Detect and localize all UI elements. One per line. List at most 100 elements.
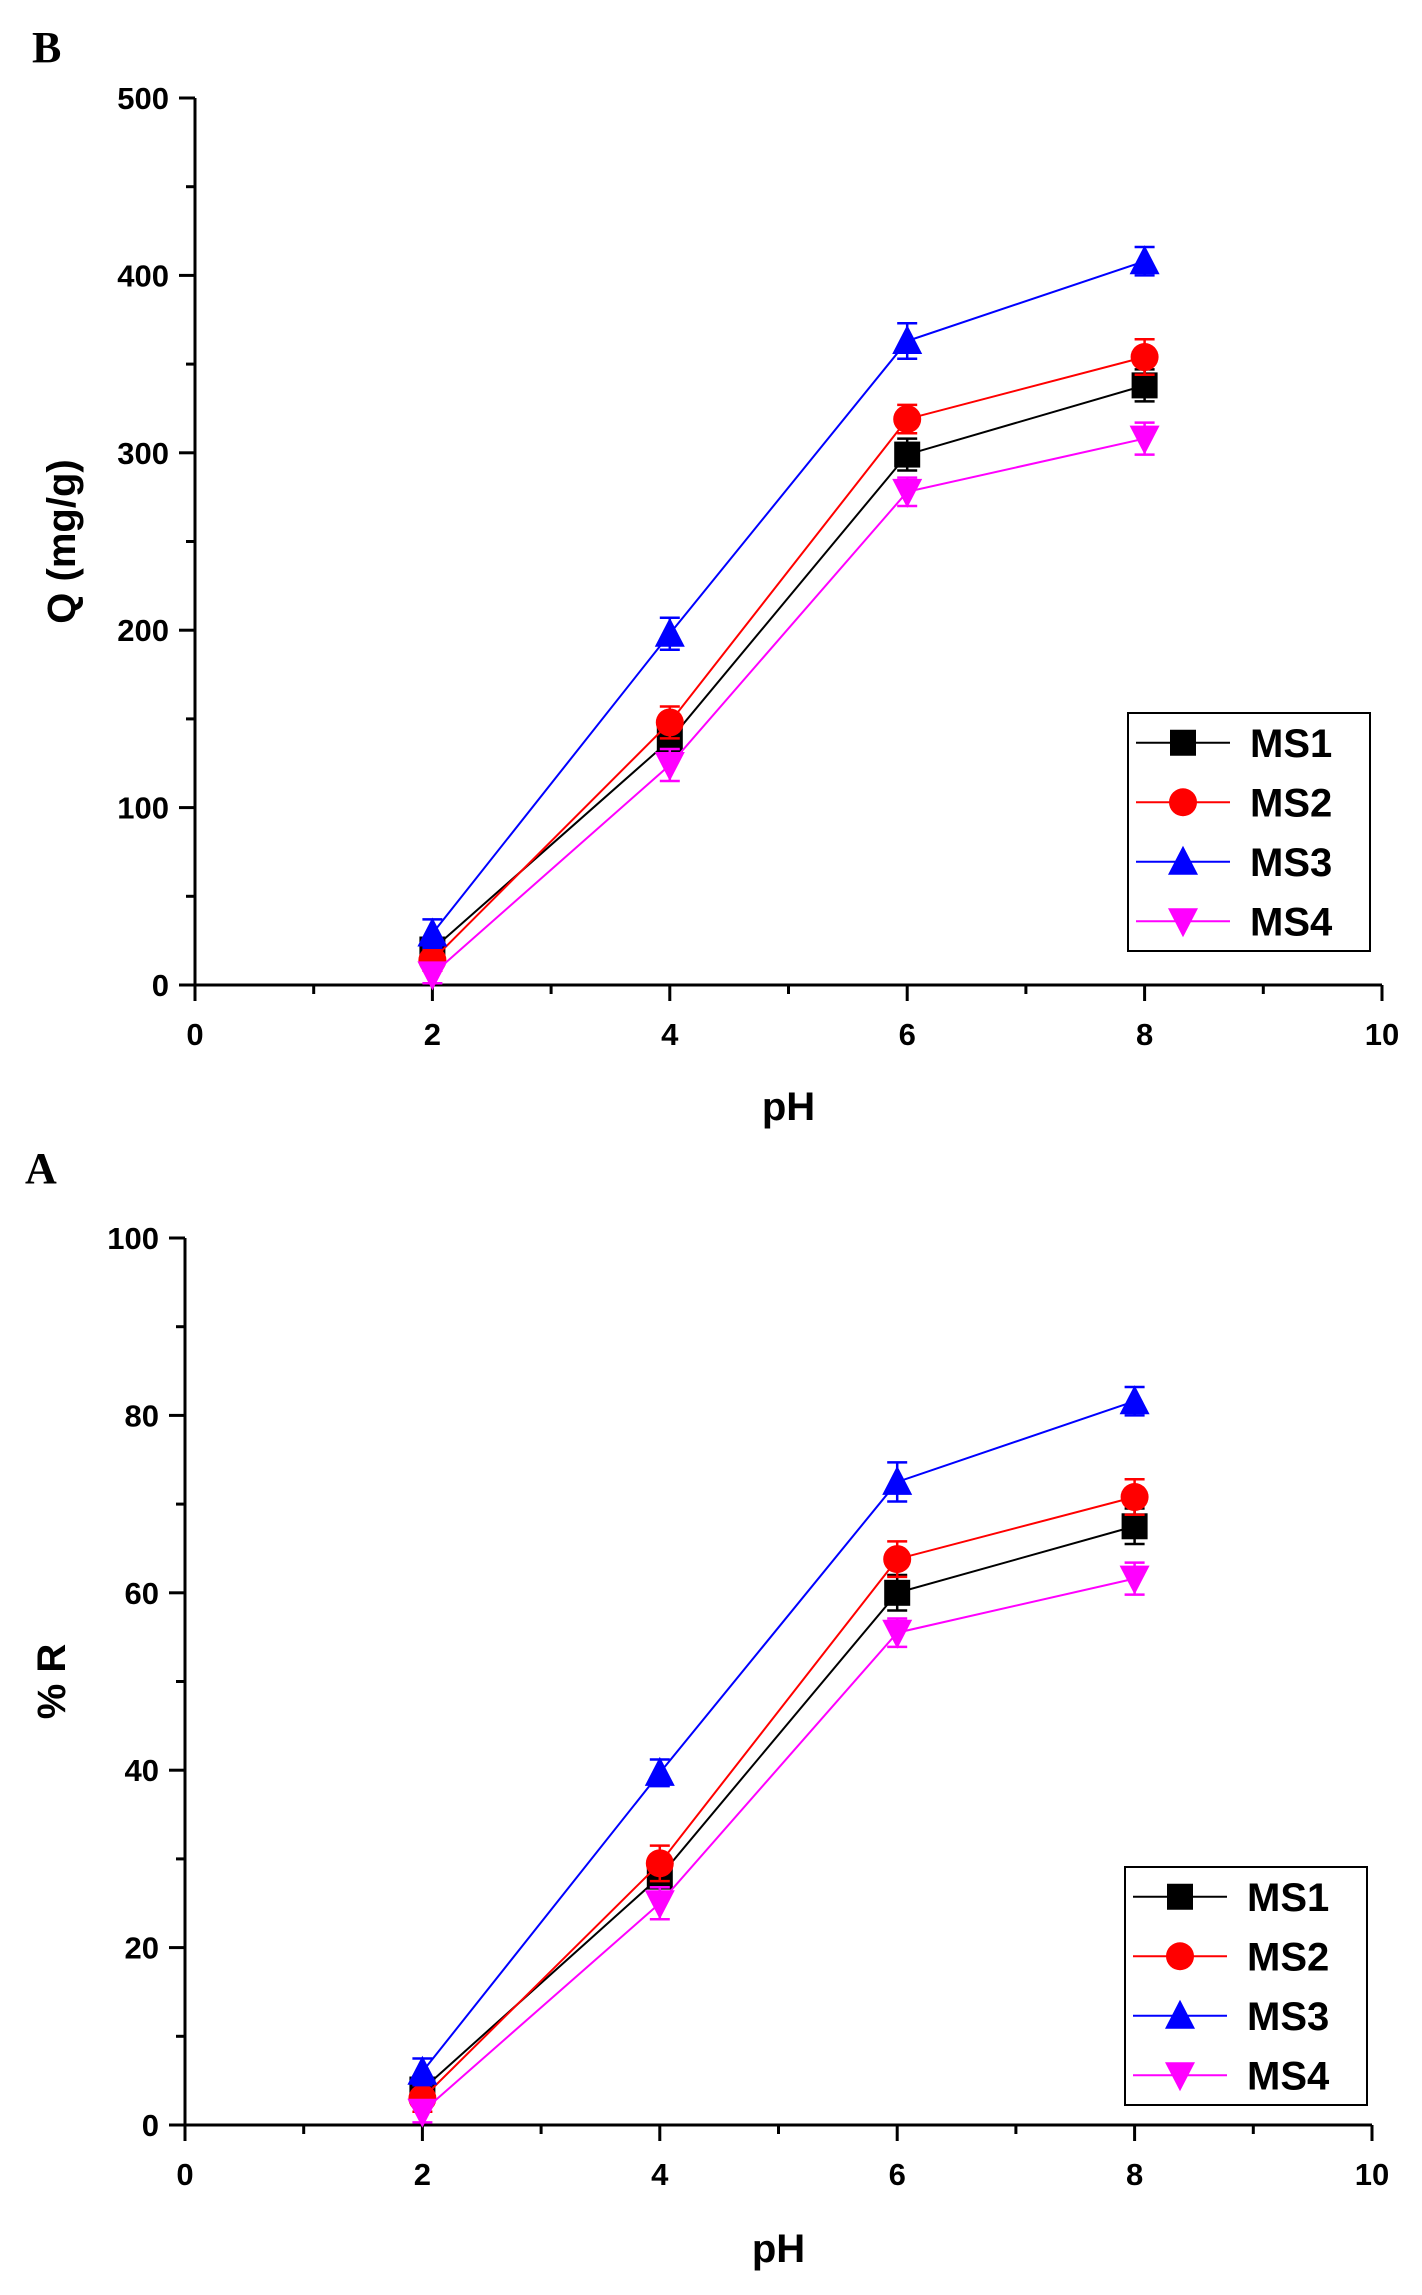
- data-point: [882, 1465, 913, 1495]
- y-tick-label: 0: [142, 2108, 159, 2143]
- data-point: [407, 2098, 438, 2128]
- legend-marker: [1168, 908, 1198, 938]
- series-line: [421, 1577, 1135, 2113]
- legend-marker: [1167, 1883, 1193, 1910]
- y-tick-label: 20: [125, 1931, 159, 1966]
- legend-item-ms2: MS2: [1133, 1935, 1329, 1979]
- x-tick-label: 10: [1355, 2157, 1389, 2192]
- y-tick-label: 0: [152, 968, 169, 1003]
- series-line: [421, 1496, 1135, 2100]
- x-tick-label: 4: [651, 2157, 669, 2192]
- data-point: [644, 1756, 675, 1786]
- y-tick-label: 60: [125, 1576, 159, 1611]
- data-point: [893, 405, 922, 434]
- data-point: [1130, 343, 1159, 372]
- data-point: [1120, 1483, 1149, 1512]
- series-line: [431, 356, 1145, 961]
- y-tick-label: 100: [117, 791, 169, 826]
- series-line: [431, 437, 1145, 976]
- y-tick-label: 80: [125, 1398, 159, 1433]
- legend-item-ms4: MS4: [1133, 2054, 1330, 2098]
- legend-item-ms4: MS4: [1136, 900, 1333, 944]
- legend-item-ms2: MS2: [1136, 781, 1332, 825]
- legend: MS1 MS2 MS3 MS4: [1124, 1866, 1368, 2106]
- series-line: [431, 260, 1145, 935]
- series-line: [431, 384, 1145, 951]
- legend-marker: [1170, 729, 1196, 756]
- data-point: [654, 617, 685, 647]
- legend-marker: [1169, 788, 1197, 817]
- series-ms1: [409, 1507, 1148, 2105]
- series-ms4: [407, 1561, 1150, 2128]
- x-tick-label: 0: [176, 2157, 193, 2192]
- data-point: [882, 1619, 913, 1649]
- data-point: [1129, 425, 1160, 455]
- data-point: [1129, 245, 1160, 275]
- y-tick-label: 500: [117, 81, 169, 116]
- x-tick-label: 2: [424, 1017, 441, 1052]
- data-point: [645, 1849, 674, 1878]
- series-ms4: [417, 421, 1160, 991]
- legend-label: MS4: [1247, 2054, 1330, 2098]
- data-point: [407, 2055, 438, 2085]
- data-point: [644, 1890, 675, 1920]
- data-point: [883, 1545, 912, 1574]
- legend: MS1 MS2 MS3 MS4: [1127, 712, 1371, 952]
- series-ms2: [418, 338, 1159, 975]
- series-line: [421, 1525, 1135, 2091]
- x-axis-title: pH: [752, 2227, 805, 2271]
- data-point: [1121, 1513, 1148, 1540]
- y-tick-label: 100: [107, 1221, 159, 1256]
- legend-box: [1127, 712, 1371, 952]
- legend-item-ms1: MS1: [1136, 722, 1332, 766]
- x-tick-label: 6: [889, 2157, 906, 2192]
- legend-label: MS1: [1247, 1876, 1329, 1920]
- series-line: [421, 1400, 1135, 2073]
- legend-item-ms3: MS3: [1133, 1995, 1329, 2039]
- series-ms3: [407, 1385, 1150, 2087]
- series-ms3: [417, 245, 1160, 949]
- legend-label: MS2: [1250, 781, 1332, 825]
- series-ms1: [419, 368, 1158, 963]
- legend-marker: [1165, 2062, 1195, 2092]
- panel-letter: A: [25, 1144, 57, 1193]
- x-tick-label: 4: [661, 1017, 679, 1052]
- legend-marker: [1165, 1999, 1195, 2029]
- y-axis-title: Q (mg/g): [40, 459, 84, 623]
- x-tick-label: 10: [1365, 1017, 1399, 1052]
- data-point: [655, 708, 684, 737]
- data-point: [654, 752, 685, 782]
- data-point: [892, 478, 923, 508]
- x-tick-label: 8: [1136, 1017, 1153, 1052]
- legend-label: MS4: [1250, 900, 1333, 944]
- legend-item-ms1: MS1: [1133, 1876, 1329, 1920]
- series-ms2: [408, 1478, 1149, 2113]
- legend-label: MS2: [1247, 1935, 1329, 1979]
- data-point: [894, 441, 921, 468]
- y-tick-label: 300: [117, 436, 169, 471]
- x-tick-label: 6: [899, 1017, 916, 1052]
- data-point: [1119, 1385, 1150, 1415]
- legend-box: [1124, 1866, 1368, 2106]
- y-tick-label: 200: [117, 613, 169, 648]
- legend-marker: [1166, 1942, 1194, 1971]
- data-point: [892, 325, 923, 355]
- x-tick-label: 8: [1126, 2157, 1143, 2192]
- x-tick-label: 2: [414, 2157, 431, 2192]
- data-point: [1119, 1565, 1150, 1595]
- data-point: [884, 1579, 911, 1606]
- legend-label: MS3: [1250, 841, 1332, 885]
- y-tick-label: 40: [125, 1753, 159, 1788]
- y-axis-title: % R: [30, 1644, 74, 1720]
- legend-marker: [1168, 845, 1198, 875]
- y-tick-label: 400: [117, 258, 169, 293]
- legend-label: MS3: [1247, 1995, 1329, 2039]
- panel-letter: B: [32, 23, 61, 72]
- legend-label: MS1: [1250, 722, 1332, 766]
- data-point: [417, 917, 448, 947]
- legend-item-ms3: MS3: [1136, 841, 1332, 885]
- x-axis-title: pH: [762, 1085, 815, 1129]
